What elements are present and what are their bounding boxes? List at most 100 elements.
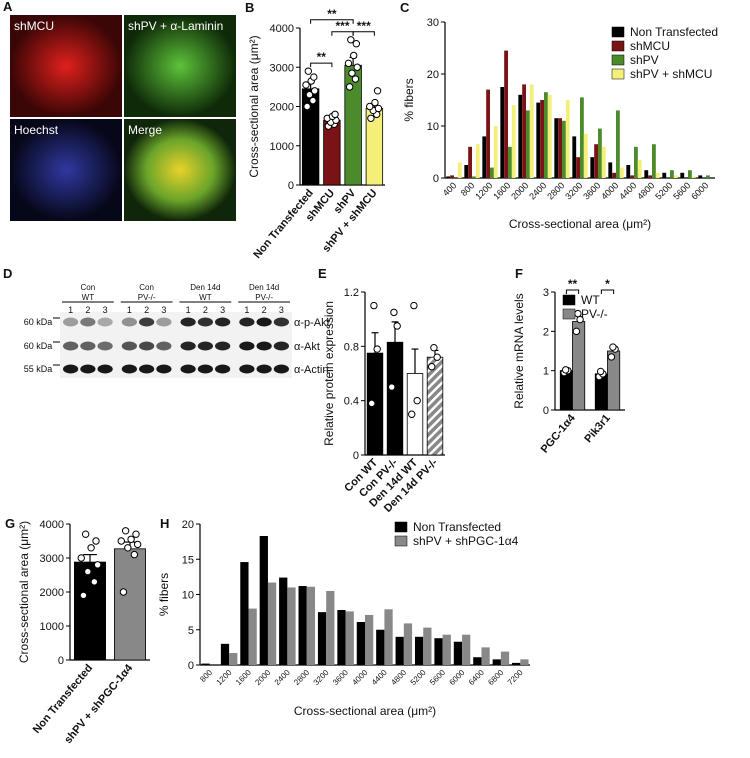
x-tick-label: 1600 [234, 668, 253, 687]
antibody-label: α-Akt [294, 341, 320, 353]
data-point [350, 51, 358, 60]
y-tick-label: 3 [543, 287, 549, 299]
significance-bracket [310, 62, 333, 68]
bar [608, 162, 613, 178]
data-point [609, 343, 617, 351]
blot-band [197, 341, 213, 351]
y-tick-label: 1000 [40, 621, 64, 633]
bar [201, 663, 210, 665]
data-point [130, 550, 139, 559]
y-tick-label: 1 [543, 366, 549, 378]
lane-label: 1 [186, 305, 191, 315]
legend-swatch [562, 308, 576, 320]
bar [414, 636, 424, 665]
data-point [310, 87, 319, 95]
bar [572, 321, 586, 411]
blot-band [139, 317, 155, 327]
x-axis-label: Cross-sectional area (μm²) [509, 217, 651, 231]
blot-band [156, 317, 172, 327]
data-point [572, 327, 581, 336]
bar [306, 586, 316, 665]
bar [500, 651, 510, 665]
blot-band [256, 341, 272, 351]
blot-band [215, 341, 231, 351]
data-point [127, 535, 135, 543]
blot-band [197, 317, 213, 327]
bar [287, 587, 296, 665]
bar [616, 110, 620, 178]
data-point [305, 91, 314, 99]
micrograph [124, 15, 236, 117]
bar [526, 110, 530, 178]
bar [512, 662, 521, 665]
x-tick-label: 7200 [506, 668, 525, 687]
bar [450, 175, 454, 178]
data-point [92, 537, 100, 545]
y-tick-label: 5 [188, 625, 194, 637]
blot-band [121, 317, 137, 327]
image-label: shPV + α-Laminin [128, 19, 223, 33]
panel-label: B [245, 0, 254, 15]
data-point [370, 301, 378, 310]
bar [691, 176, 696, 178]
y-tick-label: 3000 [270, 62, 294, 74]
bar [259, 535, 268, 665]
bar [323, 119, 341, 186]
blot-band [97, 364, 113, 374]
bar [559, 370, 573, 411]
bar [434, 638, 443, 665]
bar [670, 170, 674, 178]
bar [473, 657, 482, 665]
bar [482, 136, 487, 178]
mw-marker: 60 kDa [24, 341, 53, 351]
lane-label: 1 [127, 305, 132, 315]
x-tick-label: 4800 [635, 180, 656, 201]
bar [619, 167, 624, 178]
data-point [77, 554, 85, 562]
x-tick-label: 2000 [509, 180, 530, 201]
data-point [304, 67, 313, 75]
y-tick-label: 4000 [270, 23, 294, 35]
y-axis-label: % fibers [402, 78, 416, 121]
y-tick-label: 10 [427, 121, 439, 133]
bar [612, 172, 616, 178]
bar [220, 643, 230, 665]
significance-label: * [605, 277, 610, 291]
x-tick-label: 5200 [409, 668, 428, 687]
bar [673, 175, 678, 178]
y-axis-label: Relative mRNA levels [512, 293, 526, 408]
blot-band [273, 341, 289, 351]
lane-label: 1 [68, 305, 73, 315]
legend-swatch [611, 26, 625, 38]
blot-group-label: Den 14d [190, 283, 220, 292]
bar [240, 562, 249, 665]
x-tick-label: 3600 [581, 180, 602, 201]
blot-band [180, 341, 196, 351]
bar [558, 118, 562, 178]
bar [492, 659, 501, 665]
bar [511, 105, 516, 178]
legend-label: shMCU [630, 39, 670, 53]
bar [376, 629, 385, 665]
panel-label: A [3, 0, 13, 14]
legend-label: Non Transfected [413, 520, 501, 534]
data-point [596, 367, 605, 376]
blot-band [139, 341, 155, 351]
panel-label: F [515, 266, 523, 281]
data-point [133, 540, 142, 549]
x-tick-label: Non Transfected [251, 187, 316, 261]
significance-bracket [565, 289, 580, 294]
significance-label: *** [357, 19, 371, 33]
x-tick-label: 1200 [215, 668, 234, 687]
x-tick-label: 4400 [370, 668, 389, 687]
bar [403, 623, 413, 665]
bar [298, 586, 307, 665]
antibody-label: α-p-Akt [294, 317, 330, 329]
data-point [117, 537, 125, 545]
y-tick-label: 0 [188, 660, 194, 672]
x-tick-label: 3200 [312, 668, 331, 687]
bar [500, 87, 505, 178]
legend-swatch [562, 294, 576, 306]
bar [344, 64, 362, 186]
